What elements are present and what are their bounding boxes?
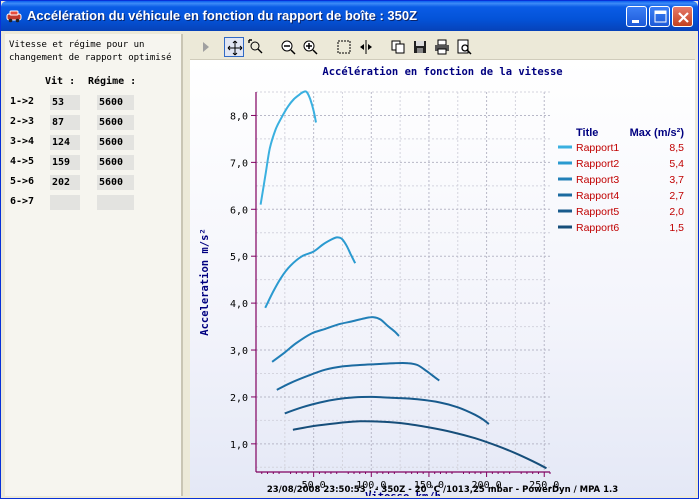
chart-area[interactable]: Accélération en fonction de la vitesse 5…	[190, 60, 695, 496]
copy-button[interactable]	[388, 37, 408, 57]
chart-toolbar	[190, 34, 695, 60]
y-tick-label: 1,0	[230, 440, 248, 451]
legend-entry-max: 2,7	[669, 190, 684, 202]
copy-icon	[391, 40, 405, 54]
y-tick-label: 3,0	[230, 346, 248, 357]
pan-button[interactable]	[224, 37, 244, 57]
series-line-rapport3	[271, 316, 400, 363]
select-rect-icon	[337, 40, 351, 54]
regime-field[interactable]: 5600	[97, 135, 134, 150]
vit-field[interactable]: 202	[50, 175, 80, 190]
series-line-rapport2	[264, 236, 357, 309]
window-title: Accélération du véhicule en fonction du …	[27, 8, 418, 23]
pan-icon	[227, 40, 243, 56]
x-tick-label: 50,0	[302, 480, 326, 491]
legend-entry-name: Rapport2	[576, 158, 619, 170]
regime-field[interactable]: 5600	[97, 95, 134, 110]
y-axis-label: Acceleration m/s²	[199, 228, 211, 335]
print-button[interactable]	[432, 37, 452, 57]
x-tick-label: 150,0	[414, 480, 444, 491]
y-tick-label: 5,0	[230, 252, 248, 263]
legend-header-max: Max (m/s²)	[630, 127, 685, 139]
y-tick-label: 6,0	[230, 205, 248, 216]
minimize-icon	[632, 20, 639, 23]
description-line-2: changement de rapport optimisé	[9, 53, 172, 63]
row-label: 2->3	[10, 116, 35, 127]
regime-field[interactable]: 5600	[97, 175, 134, 190]
description-line-1: Vitesse et régime pour un	[9, 40, 145, 50]
maximize-button[interactable]	[649, 6, 670, 27]
y-tick-label: 4,0	[230, 299, 248, 310]
zoom-out-icon	[281, 40, 296, 55]
y-tick-label: 2,0	[230, 393, 248, 404]
regime-field[interactable]: 5600	[97, 155, 134, 170]
zoom-box-icon	[248, 39, 263, 54]
zoom-in-button[interactable]	[300, 37, 320, 57]
maximize-icon	[654, 10, 667, 23]
chart-panel: Accélération en fonction de la vitesse 5…	[190, 34, 695, 496]
legend-entry-max: 5,4	[669, 158, 684, 170]
print-icon	[435, 39, 449, 55]
y-tick-label: 8,0	[230, 111, 248, 122]
save-button[interactable]	[410, 37, 430, 57]
save-icon	[414, 41, 426, 53]
minimize-button[interactable]	[626, 6, 647, 27]
legend-entry-name: Rapport3	[576, 174, 619, 186]
vit-field[interactable]: 87	[50, 115, 80, 130]
legend-entry-max: 3,7	[669, 174, 684, 186]
y-tick-label: 7,0	[230, 158, 248, 169]
play-button[interactable]	[196, 37, 216, 57]
car-app-icon	[6, 10, 22, 23]
row-label: 1->2	[10, 96, 35, 107]
legend-entry-max: 1,5	[669, 222, 684, 234]
split-button[interactable]	[356, 37, 376, 57]
regime-field[interactable]	[97, 195, 134, 210]
vit-field[interactable]: 53	[50, 95, 80, 110]
vit-field[interactable]	[50, 195, 80, 210]
play-icon	[203, 42, 209, 52]
x-tick-label: 100,0	[356, 480, 386, 491]
status-footer: 23/08/2008 23:50:53 : - 350Z - 20 °C /10…	[266, 485, 619, 495]
row-label: 6->7	[10, 196, 35, 207]
acceleration-chart[interactable]: 50,0 100,0 150,0 200,0 250,0 1,0 2,0 3,0 4,0 5,0 6…	[190, 60, 695, 496]
x-axis-label: Vitesse km/h	[365, 491, 441, 496]
zoom-out-button[interactable]	[278, 37, 298, 57]
legend-header-title: Title	[576, 127, 598, 139]
zoom-in-icon	[303, 40, 318, 55]
legend-entry-max: 2,0	[669, 206, 684, 218]
title-bar[interactable]: Accélération du véhicule en fonction du …	[1, 1, 698, 31]
gear-shift-panel-bg	[5, 34, 181, 496]
zoom-box-button[interactable]	[246, 37, 266, 57]
select-rect-button[interactable]	[334, 37, 354, 57]
x-tick-label: 200,0	[472, 480, 502, 491]
regime-field[interactable]: 5600	[97, 115, 134, 130]
series-line-rapport5	[284, 395, 490, 425]
legend-entry-name: Rapport1	[576, 142, 619, 154]
legend-entry-name: Rapport5	[576, 206, 619, 218]
legend-entry-name: Rapport4	[576, 190, 619, 202]
panel-description: Vitesse et régime pour un changement de …	[9, 39, 179, 65]
x-tick-label: 250,0	[529, 480, 559, 491]
legend-entry-max: 8,5	[669, 142, 684, 154]
row-label: 4->5	[10, 156, 35, 167]
row-label: 5->6	[10, 176, 35, 187]
print-preview-icon	[457, 39, 472, 55]
close-button[interactable]	[672, 6, 693, 27]
header-regime: Régime :	[88, 76, 137, 87]
header-vit: Vit :	[45, 76, 76, 87]
print-preview-button[interactable]	[454, 37, 474, 57]
series-line-rapport4	[276, 361, 440, 391]
chart-title: Accélération en fonction de la vitesse	[322, 66, 563, 78]
series-line-rapport6	[292, 420, 547, 470]
gear-shift-panel: Vitesse et régime pour un changement de …	[5, 34, 183, 496]
vit-field[interactable]: 159	[50, 155, 80, 170]
series-line-rapport1	[259, 90, 317, 205]
row-label: 3->4	[10, 136, 35, 147]
split-icon	[360, 40, 372, 54]
legend-entry-name: Rapport6	[576, 222, 619, 234]
vit-field[interactable]: 124	[50, 135, 80, 150]
close-icon	[678, 12, 689, 23]
